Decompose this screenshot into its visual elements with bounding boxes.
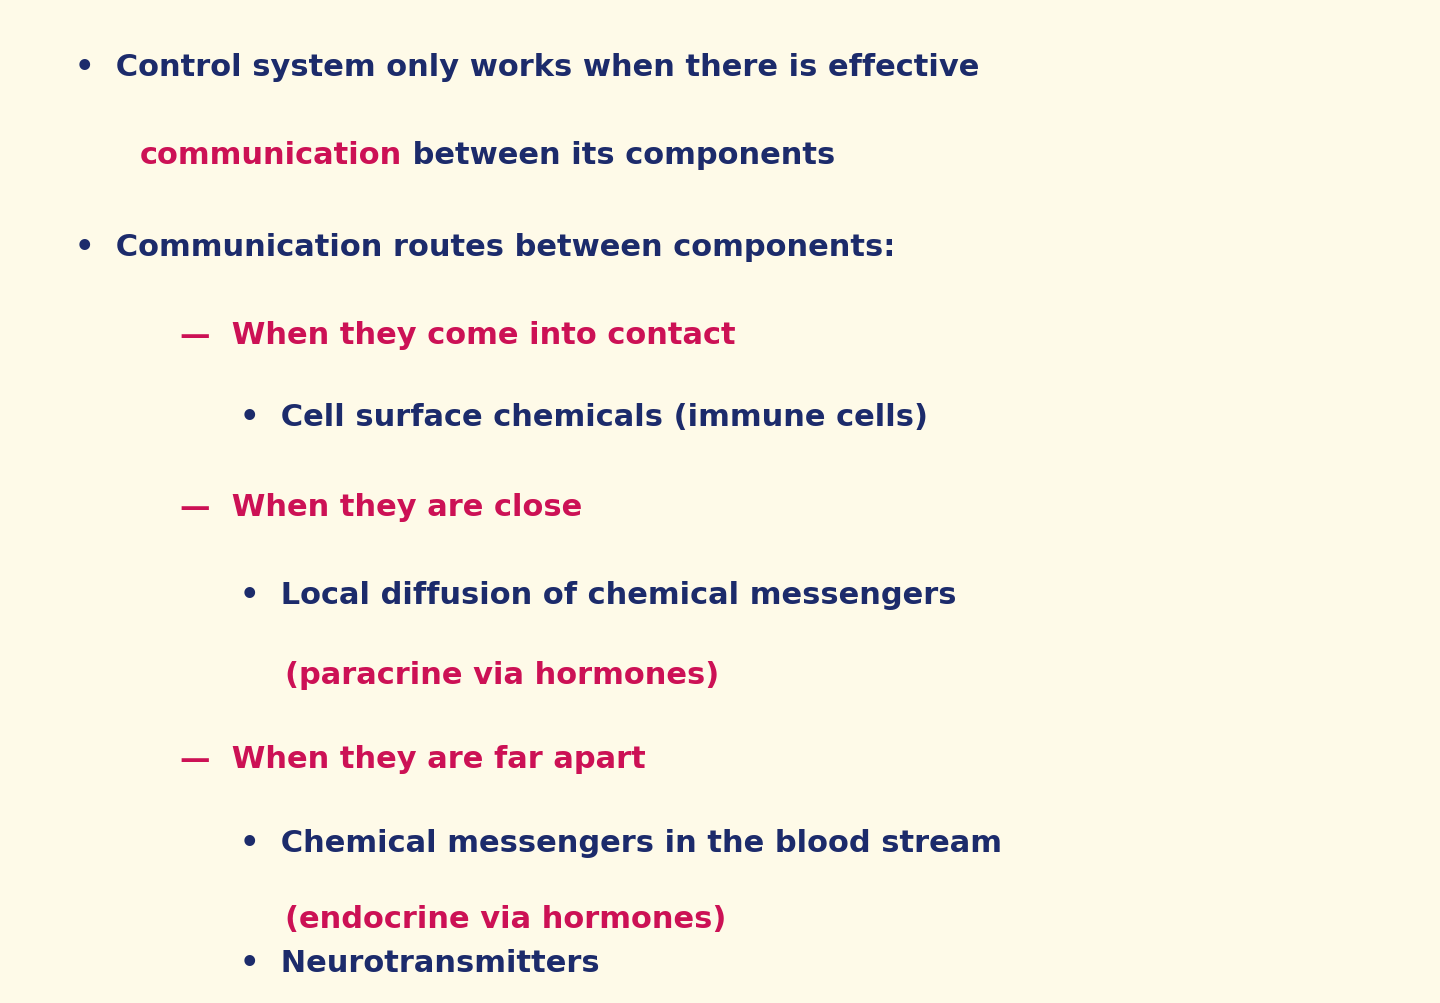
Text: •  Neurotransmitters: • Neurotransmitters <box>240 948 599 977</box>
Text: between its components: between its components <box>402 140 835 170</box>
Text: •  Control system only works when there is effective: • Control system only works when there i… <box>75 53 979 82</box>
Text: •  Local diffusion of chemical messengers: • Local diffusion of chemical messengers <box>240 580 956 609</box>
Text: —  When they are far apart: — When they are far apart <box>180 745 645 773</box>
Text: (endocrine via hormones): (endocrine via hormones) <box>285 905 726 934</box>
Text: •  Cell surface chemicals (immune cells): • Cell surface chemicals (immune cells) <box>240 403 927 432</box>
Text: •  Communication routes between components:: • Communication routes between component… <box>75 234 896 262</box>
Text: (paracrine via hormones): (paracrine via hormones) <box>285 660 719 689</box>
Text: •  Chemical messengers in the blood stream: • Chemical messengers in the blood strea… <box>240 827 1002 857</box>
Text: —  When they are close: — When they are close <box>180 493 582 522</box>
Text: —  When they come into contact: — When they come into contact <box>180 320 736 349</box>
Text: communication: communication <box>140 140 402 170</box>
